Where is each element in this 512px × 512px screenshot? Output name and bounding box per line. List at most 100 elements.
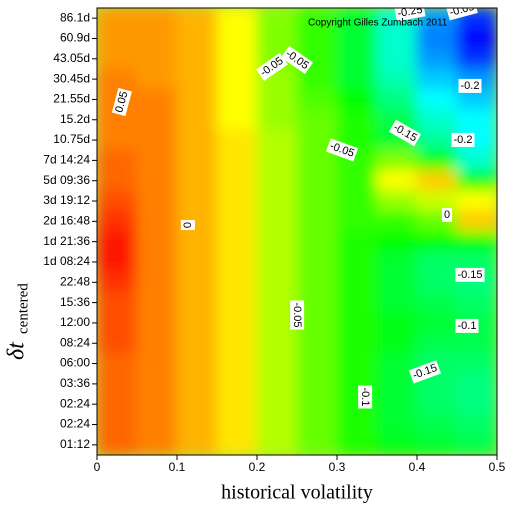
heat-cell bbox=[296, 109, 338, 131]
heat-cell bbox=[176, 48, 218, 70]
heat-cell bbox=[456, 210, 497, 232]
y-tick-label: 5d 09:36 bbox=[43, 173, 90, 187]
heat-cell bbox=[136, 8, 178, 29]
heat-cell bbox=[416, 312, 458, 334]
heat-cell bbox=[176, 312, 218, 334]
heat-cell bbox=[376, 190, 418, 212]
heat-cell bbox=[97, 352, 138, 375]
heat-cell bbox=[456, 190, 497, 212]
contour-label-bg bbox=[290, 300, 305, 330]
heat-cell bbox=[336, 291, 378, 314]
heatmap bbox=[97, 8, 497, 455]
y-tick-label: 1d 08:24 bbox=[43, 254, 90, 268]
y-tick-label: 3d 19:12 bbox=[43, 193, 90, 207]
y-tick-label: 01:12 bbox=[60, 437, 90, 451]
heat-cell bbox=[376, 393, 418, 415]
contour-label: -0.1 bbox=[358, 385, 373, 409]
heat-cell bbox=[336, 27, 378, 50]
heat-cell bbox=[336, 312, 378, 334]
heat-cell bbox=[176, 251, 218, 273]
heat-cell bbox=[416, 332, 458, 354]
heat-cell bbox=[97, 190, 138, 212]
heat-cell bbox=[416, 413, 458, 436]
contour-label: 0 bbox=[180, 219, 195, 231]
heat-cell bbox=[216, 68, 258, 90]
y-tick-label: 2d 16:48 bbox=[43, 214, 90, 228]
heat-cell bbox=[176, 190, 218, 212]
heat-cell bbox=[296, 352, 338, 375]
heat-cell bbox=[256, 291, 298, 314]
heat-cell bbox=[136, 231, 178, 253]
contour-label-text: 0.05 bbox=[113, 90, 130, 114]
contour-label: -0.05 bbox=[446, 1, 478, 21]
x-tick-label: 0.2 bbox=[249, 460, 266, 474]
heat-cell bbox=[136, 129, 178, 151]
y-tick-label: 10.75d bbox=[53, 132, 90, 146]
heat-cell bbox=[296, 170, 338, 192]
heat-cell bbox=[97, 413, 138, 436]
heat-cell bbox=[296, 149, 338, 172]
heat-cell bbox=[97, 170, 138, 192]
heat-cell bbox=[136, 352, 178, 375]
heat-cell bbox=[416, 291, 458, 314]
heat-cell bbox=[416, 68, 458, 90]
contour-label-bg bbox=[358, 385, 373, 409]
contour-label-text: -0.1 bbox=[359, 388, 371, 407]
heat-cell bbox=[416, 271, 458, 293]
contour-label: -0.15 bbox=[455, 267, 485, 282]
heat-cell bbox=[376, 170, 418, 192]
heat-cell bbox=[376, 332, 418, 354]
heat-cell bbox=[216, 373, 258, 395]
heat-cell bbox=[216, 109, 258, 131]
y-axis-label-sub: centered bbox=[15, 283, 31, 334]
heat-cell bbox=[456, 231, 497, 253]
heat-cell bbox=[216, 271, 258, 293]
heat-cell bbox=[136, 190, 178, 212]
heat-cell bbox=[136, 434, 178, 455]
heat-cell bbox=[176, 109, 218, 131]
heat-cell bbox=[136, 291, 178, 314]
contour-label-bg bbox=[455, 318, 479, 333]
heat-cell bbox=[176, 393, 218, 415]
heat-cell bbox=[176, 129, 218, 151]
heat-cell bbox=[456, 109, 497, 131]
heat-cell bbox=[456, 434, 497, 455]
heat-cell bbox=[136, 170, 178, 192]
heat-cell bbox=[416, 88, 458, 111]
contour-label-text: -0.2 bbox=[461, 80, 480, 92]
heat-cell bbox=[176, 352, 218, 375]
heat-cell bbox=[416, 109, 458, 131]
heat-cell bbox=[336, 332, 378, 354]
heat-cell bbox=[336, 170, 378, 192]
heat-cell bbox=[136, 48, 178, 70]
heat-cell bbox=[216, 332, 258, 354]
heat-cell bbox=[256, 332, 298, 354]
heat-cell bbox=[336, 68, 378, 90]
heat-cell bbox=[97, 434, 138, 455]
heat-cell bbox=[376, 48, 418, 70]
heat-cell bbox=[416, 251, 458, 273]
contour-label-bg bbox=[394, 8, 426, 22]
y-tick-label: 30.45d bbox=[53, 71, 90, 85]
y-tick-label: 1d 21:36 bbox=[43, 234, 90, 248]
contour-label-text: -0.15 bbox=[457, 269, 482, 281]
heat-cell bbox=[296, 251, 338, 273]
heat-cell bbox=[256, 88, 298, 111]
y-tick-label: 22:48 bbox=[60, 274, 90, 288]
heat-cell bbox=[296, 129, 338, 151]
heat-cell bbox=[97, 251, 138, 273]
heat-cell bbox=[176, 88, 218, 111]
plot-area: 0.050-0.05-0.1-0.15-0.1-0.150-0.05-0.15-… bbox=[97, 1, 497, 455]
contour-label: -0.1 bbox=[455, 318, 479, 333]
contour-label: 0 bbox=[441, 207, 453, 222]
heat-cell bbox=[416, 393, 458, 415]
heat-cell bbox=[97, 271, 138, 293]
contour-label-text: -0.05 bbox=[448, 1, 475, 19]
contour-label-bg bbox=[111, 87, 132, 117]
heat-cell bbox=[416, 129, 458, 151]
heat-cell bbox=[376, 434, 418, 455]
heat-cell bbox=[216, 210, 258, 232]
heat-cell bbox=[176, 68, 218, 90]
heat-cell bbox=[136, 251, 178, 273]
